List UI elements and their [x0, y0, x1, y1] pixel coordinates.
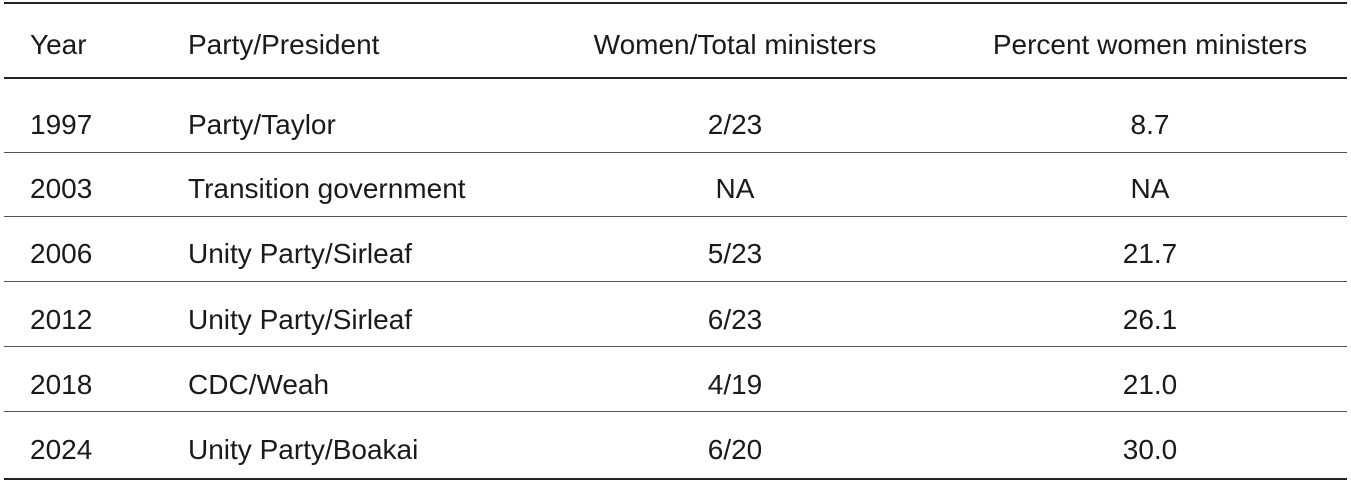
- table-cell: 21.0: [1122, 369, 1178, 400]
- table-cell: Unity Party/Sirleaf: [188, 238, 413, 269]
- row-rule: [4, 152, 1347, 153]
- table-cell: 1997: [30, 109, 93, 140]
- header-rule: [4, 77, 1347, 79]
- table-cell: 2012: [30, 304, 93, 335]
- table-cell: 6/23: [707, 304, 763, 335]
- row-rule: [4, 346, 1347, 347]
- table-cell: NA: [1130, 173, 1170, 204]
- table-cell: 2/23: [707, 109, 763, 140]
- row-rule: [4, 411, 1347, 412]
- table-cell: 2003: [30, 173, 93, 204]
- header-cell: Party/President: [188, 29, 380, 60]
- table-cell: 2024: [30, 434, 93, 465]
- row-rule: [4, 281, 1347, 282]
- table-cell: Unity Party/Sirleaf: [188, 304, 413, 335]
- row-rule: [4, 216, 1347, 217]
- table-cell: 26.1: [1122, 304, 1178, 335]
- table-cell: 4/19: [707, 369, 763, 400]
- table-cell: 6/20: [707, 434, 763, 465]
- header-cell: Percent women ministers: [992, 29, 1308, 60]
- table-cell: 5/23: [707, 238, 763, 269]
- table-cell: Unity Party/Boakai: [188, 434, 419, 465]
- bottom-rule: [4, 478, 1347, 480]
- table-cell: NA: [715, 173, 755, 204]
- table-cell: 2018: [30, 369, 93, 400]
- table-cell: 8.7: [1130, 109, 1170, 140]
- header-cell: Year: [30, 29, 87, 60]
- table-cell: Party/Taylor: [188, 109, 336, 140]
- top-rule: [4, 2, 1347, 4]
- header-cell: Women/Total ministers: [593, 29, 877, 60]
- table-cell: 30.0: [1122, 434, 1178, 465]
- table-cell: 21.7: [1122, 238, 1178, 269]
- table-cell: Transition government: [188, 173, 466, 204]
- table-cell: 2006: [30, 238, 93, 269]
- table-cell: CDC/Weah: [188, 369, 330, 400]
